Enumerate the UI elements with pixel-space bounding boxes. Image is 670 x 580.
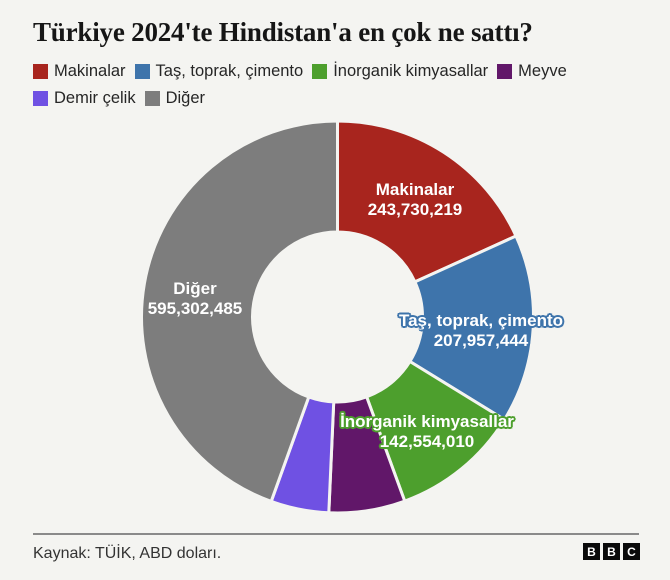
- legend-item-2: İnorganik kimyasallar: [312, 61, 488, 81]
- legend-swatch-icon: [312, 63, 328, 79]
- slice-label-tas-toprak-cimento: Taş, toprak, çimento 207,957,444: [399, 311, 563, 351]
- legend-item-5: Diğer: [144, 88, 206, 108]
- legend-label: Demir çelik: [54, 89, 136, 107]
- donut-slice-0: [336, 119, 518, 284]
- slice-label-name: Taş, toprak, çimento: [398, 310, 564, 330]
- slice-label-value: 595,302,485: [147, 299, 243, 318]
- legend-swatch-icon: [144, 90, 160, 106]
- bbc-logo: B B C: [583, 543, 640, 560]
- slice-label-value: 207,957,444: [433, 331, 529, 350]
- legend-label: Diğer: [165, 89, 206, 107]
- legend-label: Makinalar: [54, 62, 126, 80]
- legend-label: İnorganik kimyasallar: [333, 62, 489, 80]
- slice-label-name: İnorganik kimyasallar: [340, 411, 514, 431]
- legend-swatch-icon: [497, 63, 513, 79]
- source-note: Kaynak: TÜİK, ABD doları.: [33, 545, 222, 562]
- legend-swatch-icon: [33, 90, 48, 106]
- legend-swatch-icon: [134, 63, 150, 79]
- legend-item-3: Meyve: [497, 61, 567, 81]
- bbc-logo-block: B: [603, 543, 620, 560]
- legend-label: Taş, toprak, çimento: [155, 62, 304, 80]
- slice-label-name: Makinalar: [375, 179, 455, 199]
- legend: Makinalar Taş, toprak, çimento İnorganik k…: [33, 61, 639, 108]
- legend-item-4: Demir çelik: [33, 88, 136, 108]
- slice-label-value: 243,730,219: [367, 200, 463, 219]
- legend-label: Meyve: [518, 62, 567, 80]
- legend-item-1: Taş, toprak, çimento: [134, 61, 304, 81]
- donut-slice-1: [408, 234, 535, 422]
- chart-title: Türkiye 2024'te Hindistan'a en çok ne sa…: [33, 17, 533, 47]
- slice-label-makinalar: Makinalar 243,730,219: [368, 180, 463, 220]
- legend-item-0: Makinalar: [33, 61, 126, 81]
- legend-swatch-icon: [33, 63, 48, 79]
- footer-divider: [33, 533, 639, 535]
- donut-slice-5: [140, 119, 339, 503]
- slice-label-diger: Diğer 595,302,485: [148, 279, 243, 319]
- slice-label-name: Diğer: [173, 278, 217, 298]
- slice-label-inorganik-kimyasallar: İnorganik kimyasallar 142,554,010: [340, 412, 514, 452]
- bbc-logo-block: C: [623, 543, 640, 560]
- slice-label-value: 142,554,010: [379, 432, 475, 451]
- bbc-logo-block: B: [583, 543, 600, 560]
